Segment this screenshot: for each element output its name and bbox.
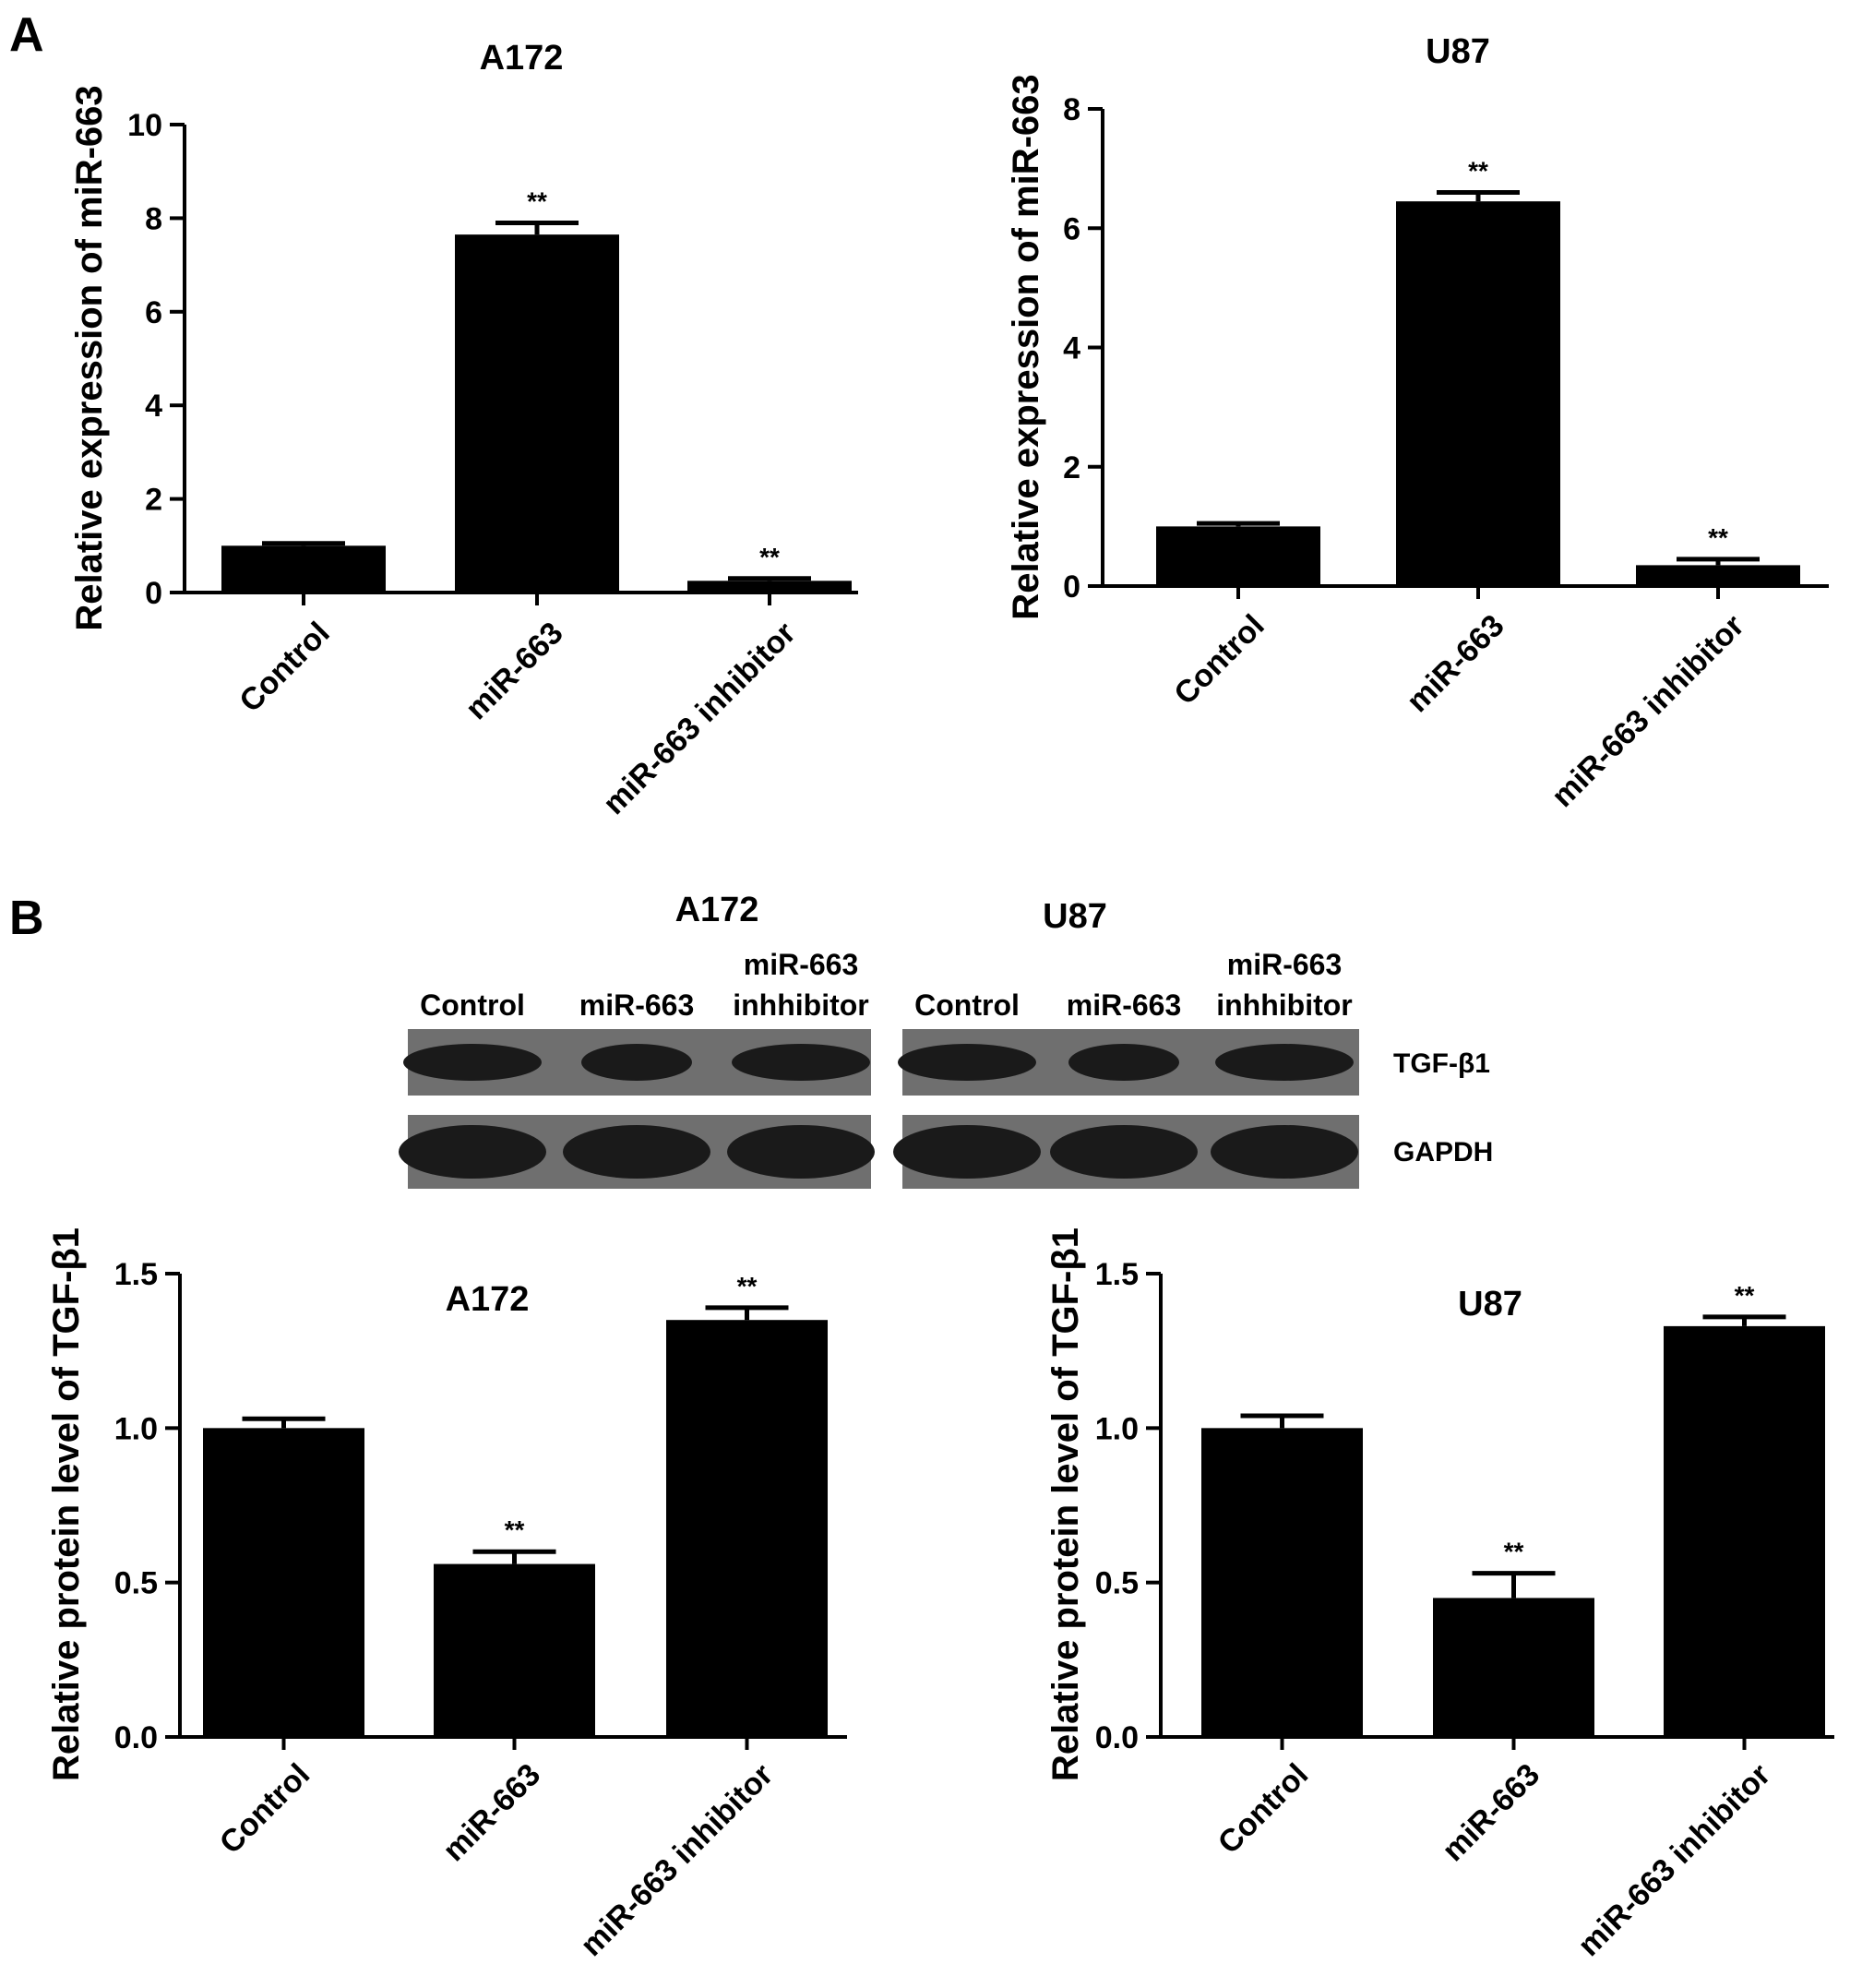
y-axis-label: Relative expression of miR-663 — [69, 85, 110, 630]
y-tick-label: 0 — [145, 576, 162, 611]
significance-label: ** — [1504, 1538, 1524, 1566]
blot-band — [1050, 1125, 1198, 1179]
y-tick-label: 4 — [1063, 331, 1080, 366]
chart-title: A172 — [480, 39, 564, 78]
category-label: miR-663 inhibitor — [574, 1757, 780, 1963]
y-tick-label: 4 — [145, 389, 162, 424]
category-label: Control — [233, 616, 336, 719]
significance-label: ** — [1468, 156, 1488, 185]
category-label: miR-663 — [1436, 1757, 1546, 1868]
category-label: miR-663 — [459, 616, 569, 726]
blot-band — [727, 1125, 875, 1179]
y-tick-label: 10 — [127, 108, 162, 143]
y-tick-label: 1.0 — [114, 1411, 158, 1446]
y-tick-label: 2 — [1063, 450, 1080, 485]
bar — [687, 581, 852, 593]
category-label: miR-663 — [1400, 608, 1510, 719]
blot-lane-label: Control — [420, 988, 525, 1022]
y-tick-label: 8 — [1063, 92, 1080, 127]
y-tick-label: 0.5 — [1095, 1566, 1139, 1601]
category-label: Control — [1167, 608, 1271, 712]
blot-lane-label: miR-663 — [744, 948, 859, 981]
y-tick-label: 1.5 — [114, 1257, 158, 1292]
blot-band — [1211, 1125, 1358, 1179]
bar — [434, 1563, 595, 1737]
blot-group-title: U87 — [1043, 897, 1107, 936]
y-axis-label: Relative protein level of TGF-β1 — [46, 1228, 87, 1781]
blot-band — [399, 1125, 546, 1179]
significance-label: ** — [505, 1515, 525, 1544]
blot-band — [898, 1044, 1036, 1081]
blot-band — [1215, 1044, 1354, 1081]
blot-protein-label: GAPDH — [1393, 1137, 1493, 1168]
y-tick-label: 1.0 — [1095, 1411, 1139, 1446]
bar — [1664, 1325, 1825, 1737]
category-label: Control — [1212, 1757, 1315, 1861]
category-label: Control — [213, 1757, 316, 1861]
panel-label-b: B — [9, 892, 44, 945]
significance-label: ** — [1735, 1281, 1755, 1310]
western-blot: A172 Control miR-663 miR-663 inhhibitor U87 Co… — [399, 891, 1493, 1189]
significance-label: ** — [737, 1272, 758, 1300]
blot-band — [403, 1044, 542, 1081]
y-axis-label: Relative protein level of TGF-β1 — [1045, 1228, 1086, 1781]
y-tick-label: 8 — [145, 201, 162, 236]
chart-u87-tgfb1-protein: U87 Relative protein level of TGF-β1 0.0 0.… — [1045, 1228, 1834, 1963]
blot-band — [581, 1044, 692, 1081]
blot-band — [1068, 1044, 1179, 1081]
bar — [1636, 565, 1800, 586]
bar — [1201, 1428, 1363, 1737]
bar — [203, 1428, 364, 1737]
bar — [1433, 1598, 1594, 1737]
chart-title: U87 — [1426, 32, 1490, 71]
blot-lane-label: miR-663 — [1067, 988, 1182, 1022]
y-tick-label: 2 — [145, 483, 162, 518]
category-label: miR-663 inhibitor — [1545, 608, 1750, 814]
blot-group-title: A172 — [675, 891, 759, 929]
blot-lane-label: inhhibitor — [1216, 988, 1353, 1022]
y-tick-label: 0.5 — [114, 1566, 158, 1601]
blot-band — [732, 1044, 870, 1081]
panel-label-a: A — [9, 8, 44, 62]
chart-u87-mir663-expression: U87 Relative expression of miR-663 0 2 4 6 8 Co… — [1006, 32, 1829, 814]
y-tick-label: 0.0 — [1095, 1720, 1139, 1755]
bar — [1396, 201, 1560, 586]
bar — [455, 234, 619, 593]
bar — [666, 1320, 828, 1737]
blot-lane-label: miR-663 — [579, 988, 695, 1022]
chart-a172-tgfb1-protein: A172 Relative protein level of TGF-β1 0.0 0… — [46, 1228, 847, 1963]
y-axis-label: Relative expression of miR-663 — [1006, 74, 1046, 619]
category-label: miR-663 — [436, 1757, 547, 1868]
blot-lane-label: inhhibitor — [733, 988, 869, 1022]
category-label: miR-663 inhibitor — [596, 616, 802, 821]
chart-title: A172 — [446, 1280, 530, 1319]
chart-title: U87 — [1458, 1285, 1522, 1323]
y-tick-label: 0.0 — [114, 1720, 158, 1755]
bar — [221, 545, 386, 593]
y-tick-label: 1.5 — [1095, 1257, 1139, 1292]
y-tick-label: 6 — [145, 295, 162, 330]
y-tick-label: 6 — [1063, 211, 1080, 246]
category-label: miR-663 inhibitor — [1571, 1757, 1777, 1963]
bar — [1156, 526, 1320, 586]
y-tick-label: 0 — [1063, 569, 1080, 605]
blot-protein-label: TGF-β1 — [1393, 1048, 1490, 1079]
blot-lane-label: miR-663 — [1227, 948, 1343, 981]
chart-a172-mir663-expression: A172 Relative expression of miR-663 0 2 4 6 8 1… — [69, 39, 858, 821]
significance-label: ** — [759, 543, 780, 571]
significance-label: ** — [527, 186, 547, 215]
significance-label: ** — [1708, 523, 1728, 552]
blot-lane-label: Control — [914, 988, 1020, 1022]
blot-band — [563, 1125, 710, 1179]
blot-band — [893, 1125, 1041, 1179]
